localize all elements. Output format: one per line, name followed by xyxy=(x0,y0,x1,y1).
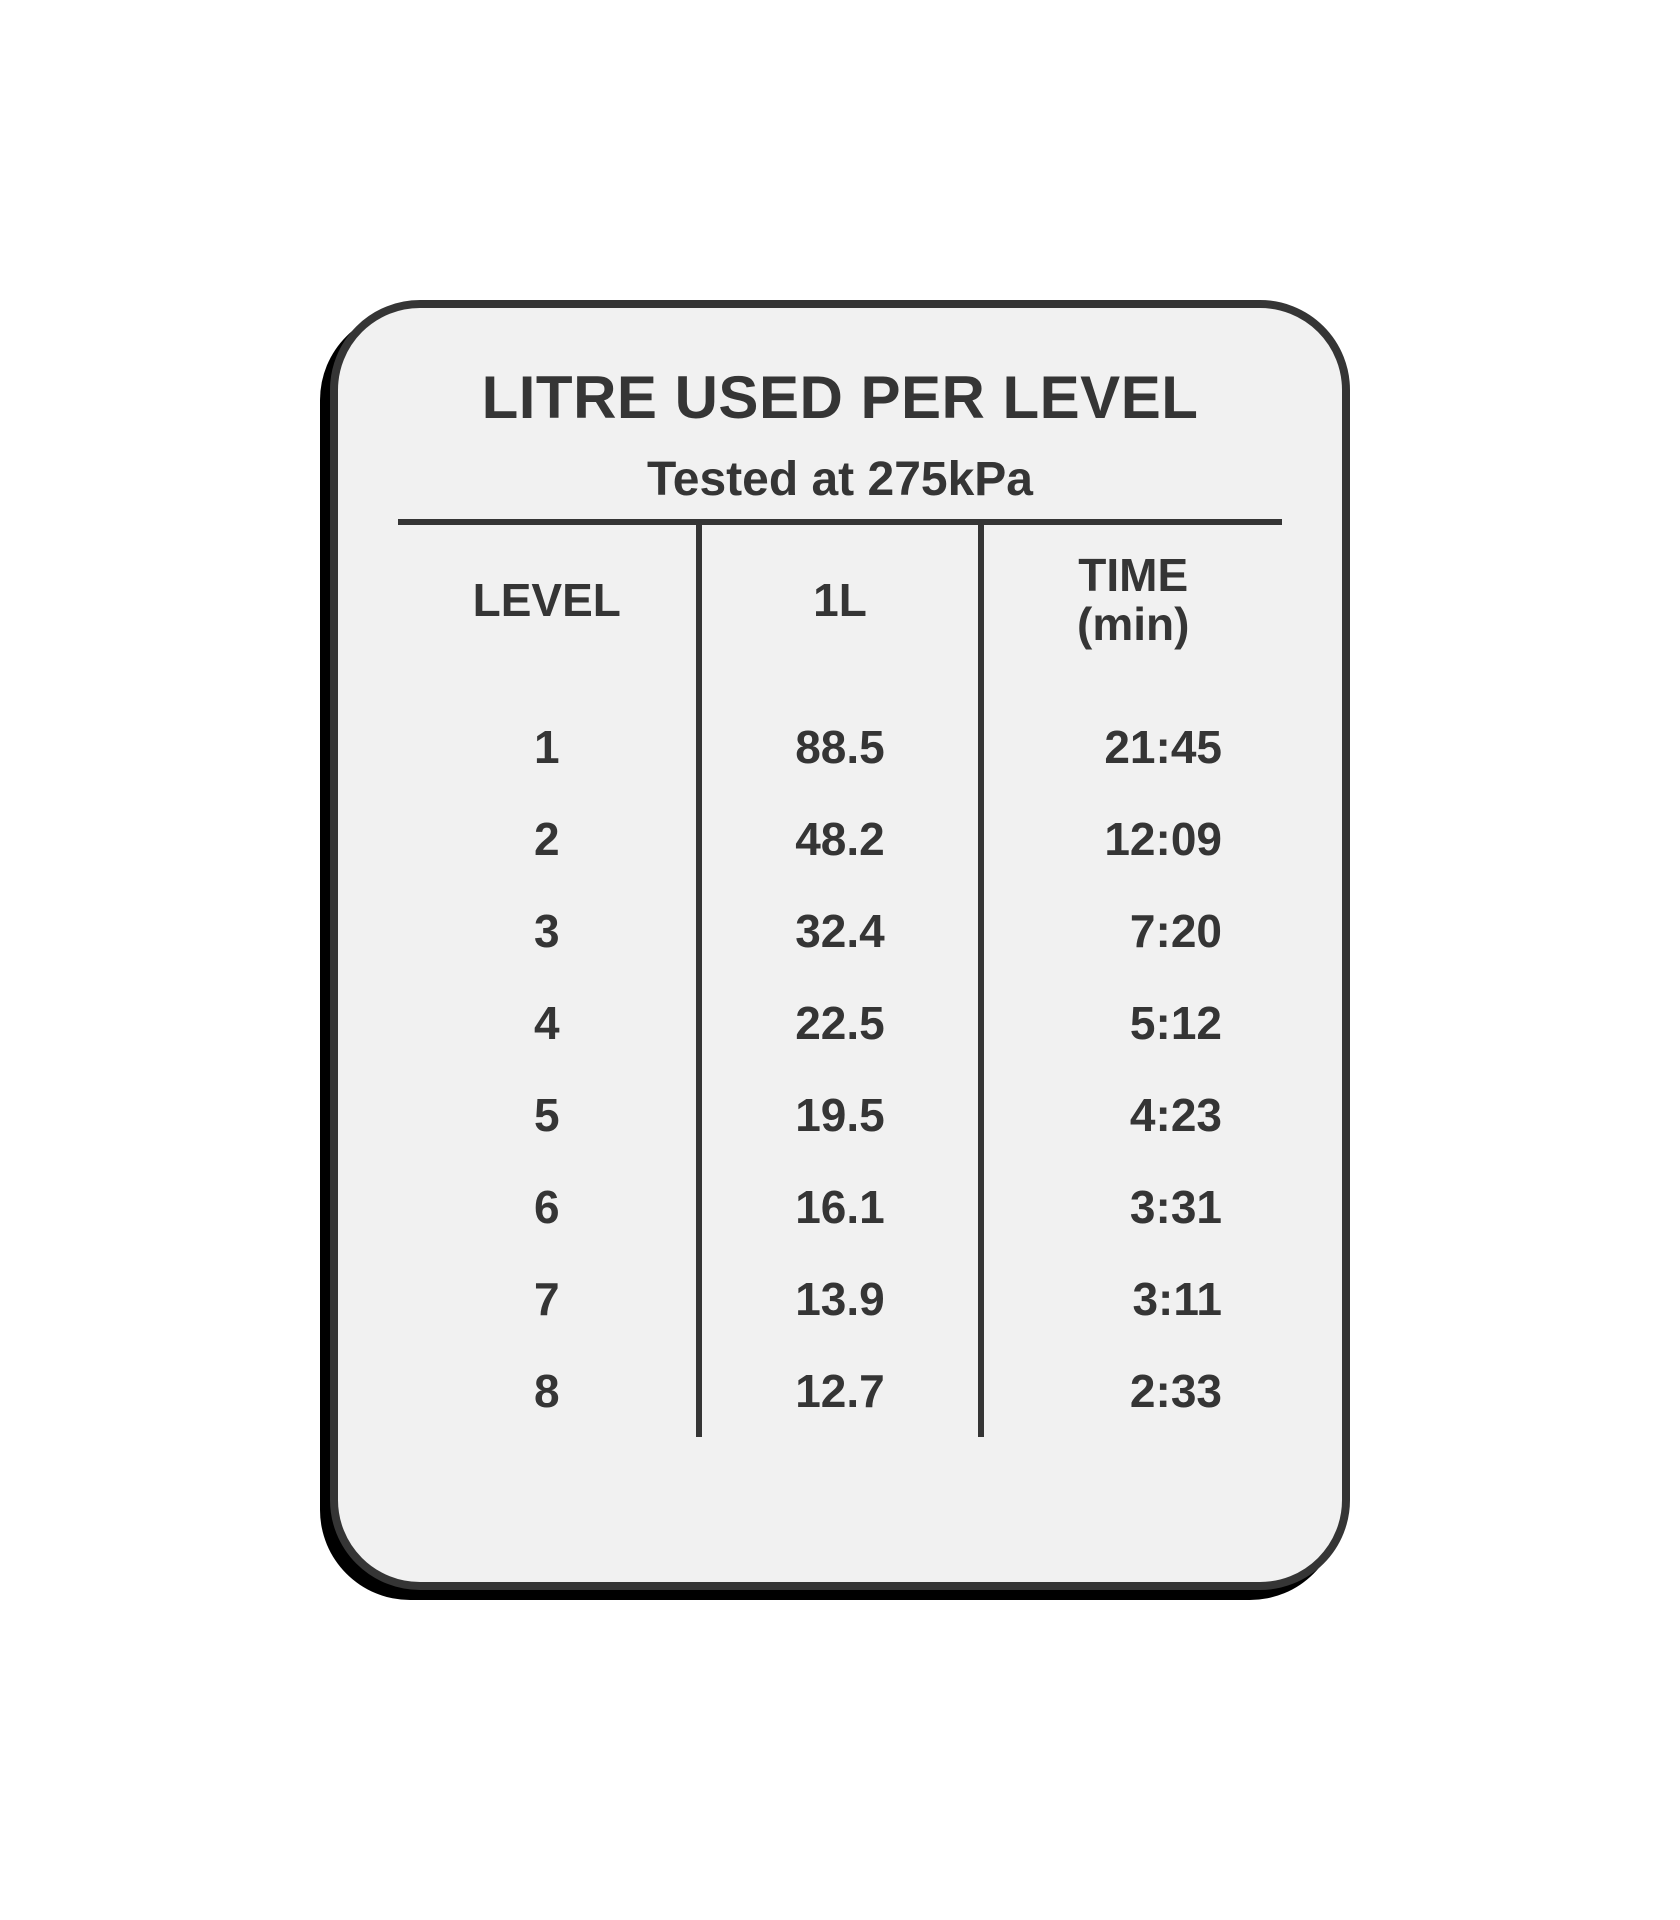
table-row: 616.13:31 xyxy=(398,1161,1282,1253)
cell-level: 8 xyxy=(398,1345,699,1437)
cell-time: 2:33 xyxy=(981,1345,1282,1437)
cell-level: 2 xyxy=(398,793,699,885)
cell-time: 21:45 xyxy=(981,676,1282,793)
table-row: 812.72:33 xyxy=(398,1345,1282,1437)
cell-1l: 22.5 xyxy=(699,977,982,1069)
table-body: 188.521:45248.212:09332.47:20422.55:1251… xyxy=(398,676,1282,1437)
data-table: LEVEL 1L TIME(min) 188.521:45248.212:093… xyxy=(398,519,1282,1437)
cell-level: 1 xyxy=(398,676,699,793)
cell-time: 5:12 xyxy=(981,977,1282,1069)
table-header-row: LEVEL 1L TIME(min) xyxy=(398,522,1282,676)
cell-1l: 16.1 xyxy=(699,1161,982,1253)
header-1l: 1L xyxy=(699,522,982,676)
header-time: TIME(min) xyxy=(981,522,1282,676)
cell-level: 5 xyxy=(398,1069,699,1161)
cell-1l: 19.5 xyxy=(699,1069,982,1161)
cell-level: 7 xyxy=(398,1253,699,1345)
cell-level: 6 xyxy=(398,1161,699,1253)
cell-1l: 48.2 xyxy=(699,793,982,885)
cell-level: 3 xyxy=(398,885,699,977)
cell-time: 3:11 xyxy=(981,1253,1282,1345)
table-row: 188.521:45 xyxy=(398,676,1282,793)
table-row: 422.55:12 xyxy=(398,977,1282,1069)
canvas: LITRE USED PER LEVEL Tested at 275kPa LE… xyxy=(0,0,1680,1920)
cell-time: 3:31 xyxy=(981,1161,1282,1253)
cell-1l: 88.5 xyxy=(699,676,982,793)
table-row: 248.212:09 xyxy=(398,793,1282,885)
cell-time: 7:20 xyxy=(981,885,1282,977)
card-title: LITRE USED PER LEVEL xyxy=(398,366,1282,429)
header-level: LEVEL xyxy=(398,522,699,676)
cell-time: 4:23 xyxy=(981,1069,1282,1161)
cell-1l: 32.4 xyxy=(699,885,982,977)
cell-1l: 12.7 xyxy=(699,1345,982,1437)
table-row: 332.47:20 xyxy=(398,885,1282,977)
card: LITRE USED PER LEVEL Tested at 275kPa LE… xyxy=(330,300,1350,1590)
card-subtitle: Tested at 275kPa xyxy=(398,455,1282,505)
cell-level: 4 xyxy=(398,977,699,1069)
table-row: 519.54:23 xyxy=(398,1069,1282,1161)
cell-time: 12:09 xyxy=(981,793,1282,885)
table-row: 713.93:11 xyxy=(398,1253,1282,1345)
cell-1l: 13.9 xyxy=(699,1253,982,1345)
